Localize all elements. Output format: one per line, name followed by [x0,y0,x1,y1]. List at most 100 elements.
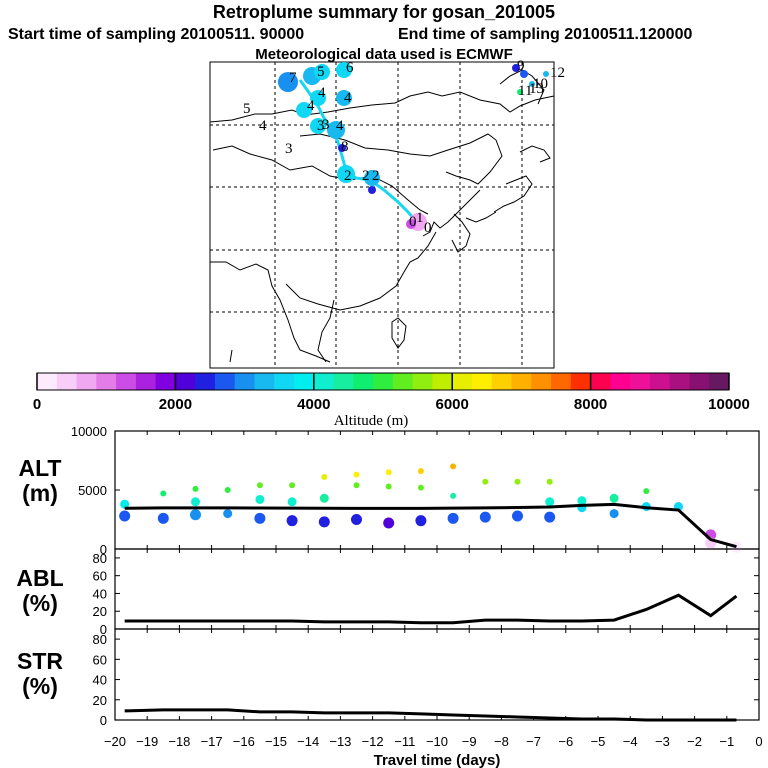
colorbar-label: Altitude (m) [334,413,409,429]
colorbar-swatch [96,373,117,390]
colorbar-swatch [333,373,354,390]
x-tick-label: −7 [526,734,541,749]
colorbar-swatch [373,373,394,390]
colorbar-tick-label: 2000 [159,396,192,413]
alt-scatter-point [318,516,330,528]
x-tick-label: −15 [265,734,287,749]
y-tick-label: 0 [100,622,107,637]
map-label: 0 [424,220,432,236]
alt-scatter-point [255,494,265,504]
map-label: 4 [307,98,315,114]
alt-scatter-point [192,485,199,492]
alt-scatter-point [544,511,556,523]
alt-scatter-point [319,493,329,503]
y-tick-label: 60 [93,569,107,584]
map-label: 3 [322,117,330,133]
map-label: 10 [533,76,548,92]
alt-scatter-point [351,514,362,525]
colorbar-tick-label: 4000 [297,396,330,413]
colorbar-tick-label: 6000 [436,396,469,413]
chart-title: Retroplume summary for gosan_201005 [212,2,556,22]
map-coastlines [209,69,555,363]
x-tick-label: −17 [201,734,223,749]
colorbar-swatch [511,373,532,390]
alt-scatter-point [191,497,200,507]
colorbar-swatch [412,373,433,390]
x-tick-label: −9 [462,734,477,749]
colorbar-swatch [649,373,671,390]
panel-abl: 0 20 40 60 80 [93,548,760,637]
y-tick-label: 0 [100,542,107,557]
colorbar-swatch [37,373,58,390]
y-tick-label: 80 [93,632,107,647]
colorbar-swatch [471,373,493,390]
colorbar-swatch [669,373,690,390]
alt-scatter-point [287,497,297,507]
panel-frame [114,548,760,630]
colorbar-swatch [392,373,414,390]
colorbar-swatch [709,373,730,390]
colorbar-tick-label: 8000 [574,396,607,413]
x-tick-label: −3 [655,734,670,749]
alt-scatter-point [479,511,491,523]
x-tick-label: −2 [687,734,702,749]
alt-scatter-point [289,482,296,489]
alt-scatter-point [609,509,619,519]
y-tick-label: 0 [100,713,107,728]
alt-scatter-point [512,510,523,522]
colorbar-swatch [570,373,592,390]
map-label: 0 [409,214,417,230]
alt-scatter-point [417,468,424,475]
x-tick-label: −4 [623,734,638,749]
map-label: 4 [318,85,326,101]
alt-scatter-point [450,463,457,470]
map-label: 11 [518,83,532,99]
colorbar-swatch [76,373,97,390]
alt-line [124,502,737,549]
x-tick-label: −12 [362,734,384,749]
x-tick-label: −14 [297,734,319,749]
alt-scatter-point [514,478,521,485]
start-time: Start time of sampling 20100511. 90000 [8,26,305,43]
x-tick-label: −13 [329,734,351,749]
panel-frame [114,628,760,721]
colorbar-swatch [294,373,315,390]
colorbar-swatch [313,373,335,390]
colorbar-swatch [551,373,572,390]
alt-scatter-point [353,482,360,489]
colorbar-tick-label: 10000 [708,396,750,413]
end-time: End time of sampling 20100511.120000 [398,26,693,43]
y-tick-label: 5000 [78,483,107,498]
colorbar-tick-label: 0 [33,396,41,413]
trajectory [278,62,549,231]
x-tick-label: −1 [719,734,734,749]
map-label: 6 [346,60,354,76]
alt-scatter-point [546,478,553,485]
map-label: 3 [317,118,325,134]
colorbar-swatch [195,373,216,390]
y-tick-label: 60 [93,652,107,667]
x-tick-labels: −20 −19 −18 −17 −16 −15 −14 −13 −12 −11 −10 −9 −8 −7−… [104,734,763,749]
map-label: 2 [362,168,370,184]
colorbar-swatch [155,373,176,390]
x-tick-label: −16 [233,734,255,749]
alt-scatter-point [160,490,167,497]
map-label: 2 [372,168,380,184]
y-tick-label: 40 [93,673,107,688]
x-axis-label: Travel time (days) [374,752,501,768]
map-label: 4 [344,90,352,106]
met-data-label: Meteorological data used is ECMWF [255,46,513,63]
alt-scatter-point [353,471,360,478]
alt-scatter-point [321,474,328,481]
alt-scatter-point [482,478,489,485]
colorbar-swatch [610,373,631,390]
alt-scatter-point [286,515,298,527]
colorbar-swatch [630,373,651,390]
colorbar-swatch [116,373,137,390]
colorbar-swatch [353,373,374,390]
alt-scatter-point [577,496,587,506]
map-label: 7 [289,70,297,86]
